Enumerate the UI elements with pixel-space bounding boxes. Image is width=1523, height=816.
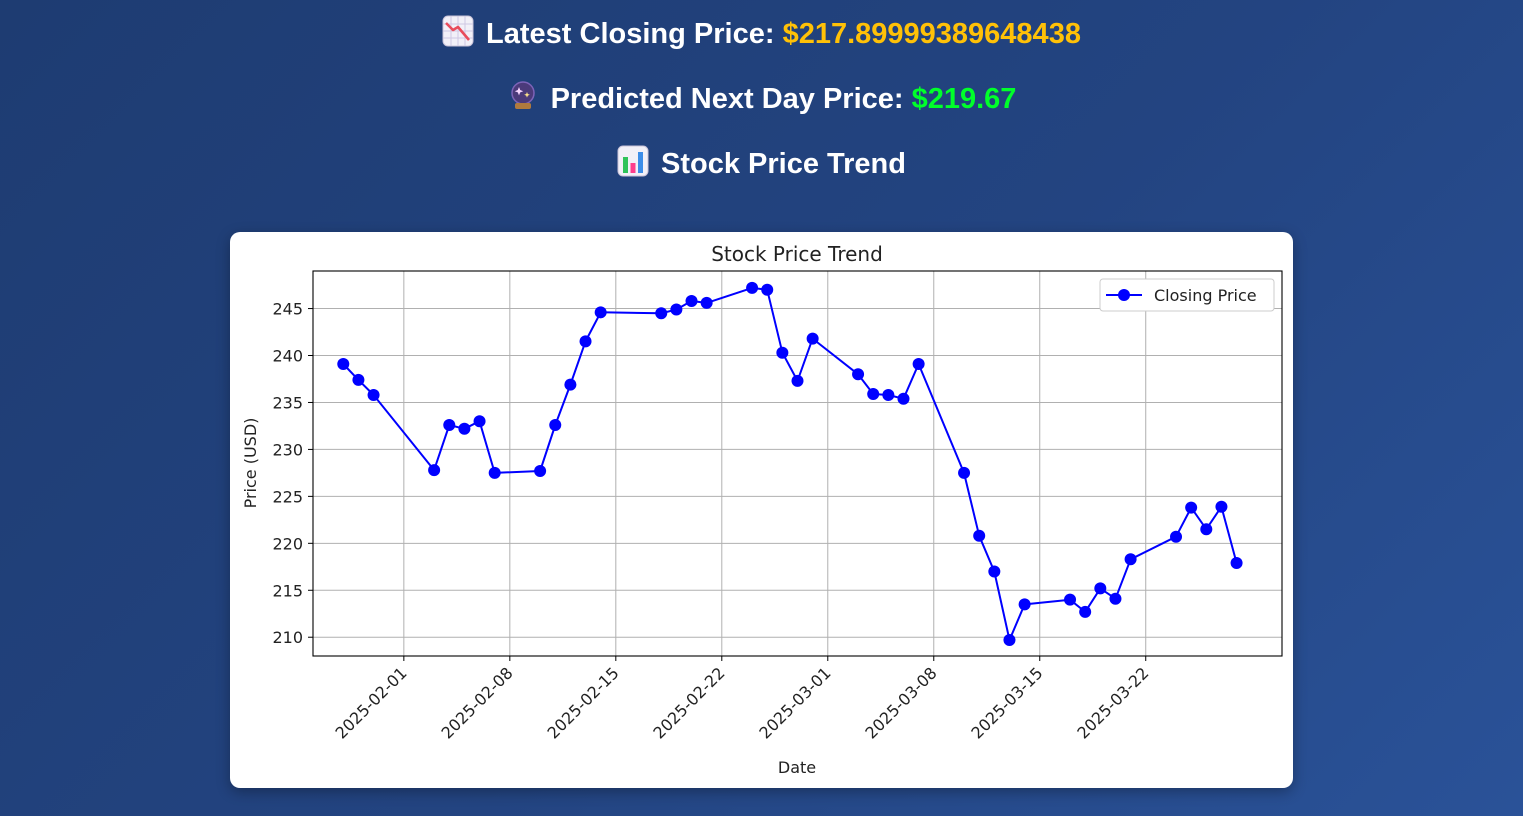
data-point	[867, 388, 880, 401]
x-tick-label: 2025-03-08	[861, 663, 940, 742]
data-point	[776, 346, 789, 359]
data-point	[791, 374, 804, 387]
data-point	[443, 419, 456, 431]
data-point	[1094, 582, 1107, 595]
data-point	[1230, 557, 1243, 570]
data-point	[958, 466, 971, 479]
latest-closing-label: Latest Closing Price:	[486, 18, 775, 50]
predicted-price-heading: Predicted Next Day Price: $219.67	[0, 80, 1523, 120]
data-point	[1200, 523, 1213, 536]
data-point	[1003, 634, 1016, 647]
data-point	[1185, 501, 1198, 514]
chart-decreasing-icon	[442, 15, 474, 55]
data-point	[367, 388, 380, 401]
data-point	[655, 307, 668, 320]
data-point	[1018, 598, 1031, 611]
y-tick-label: 240	[272, 347, 303, 366]
axis-ticks: 210 215 220 225 230 235 240 245 2025-02-01 2025-0…	[272, 300, 1152, 743]
data-point	[806, 332, 819, 345]
predicted-label: Predicted Next Day Price:	[550, 83, 904, 115]
data-point	[700, 296, 713, 309]
x-tick-label: 2025-02-01	[331, 663, 410, 742]
legend: Closing Price	[1099, 278, 1275, 312]
y-tick-label: 225	[272, 487, 303, 506]
trend-heading: Stock Price Trend	[0, 145, 1523, 185]
data-point	[685, 295, 698, 308]
y-tick-label: 230	[272, 440, 303, 459]
series-closing-price	[337, 281, 1243, 647]
trend-title: Stock Price Trend	[661, 148, 906, 180]
grid-lines	[313, 271, 1282, 656]
data-point	[670, 303, 683, 316]
x-tick-label: 2025-03-22	[1073, 663, 1152, 742]
data-point	[564, 378, 577, 391]
data-point	[912, 357, 925, 370]
y-tick-label: 220	[272, 534, 303, 553]
crystal-ball-icon	[507, 80, 539, 120]
data-point	[973, 529, 986, 542]
chart-title: Stock Price Trend	[711, 242, 883, 266]
x-tick-label: 2025-03-01	[755, 663, 834, 742]
data-point	[594, 306, 607, 319]
y-tick-label: 245	[272, 300, 303, 319]
stock-price-chart: 210 215 220 225 230 235 240 245 2025-02-01 2025-0…	[241, 242, 1283, 777]
data-point	[852, 368, 865, 381]
legend-box	[1099, 278, 1275, 312]
data-point	[746, 281, 759, 294]
data-point	[549, 419, 562, 431]
data-point	[352, 373, 365, 386]
data-point	[458, 422, 471, 435]
data-point	[897, 392, 910, 405]
x-tick-label: 2025-02-22	[649, 663, 728, 742]
x-tick-label: 2025-03-15	[967, 663, 1046, 742]
data-point	[1064, 593, 1077, 606]
bar-chart-icon	[617, 145, 649, 185]
data-point	[1215, 500, 1228, 513]
y-tick-label: 210	[272, 628, 303, 647]
predicted-value: $219.67	[911, 83, 1017, 115]
latest-closing-price-heading: Latest Closing Price: $217.8999938964843…	[0, 15, 1523, 55]
x-tick-label: 2025-02-08	[437, 663, 516, 742]
data-point	[337, 357, 350, 370]
data-point	[882, 388, 895, 401]
data-point	[534, 465, 547, 478]
data-point	[473, 415, 486, 428]
x-axis-label: Date	[778, 758, 816, 777]
data-point	[1170, 530, 1183, 543]
data-point	[1079, 605, 1092, 618]
data-point	[579, 335, 592, 348]
y-tick-label: 235	[272, 393, 303, 412]
legend-marker	[1118, 289, 1130, 301]
x-tick-label: 2025-02-15	[543, 663, 622, 742]
data-point	[1109, 592, 1122, 605]
y-axis-label: Price (USD)	[241, 418, 260, 509]
data-point	[761, 283, 774, 296]
y-tick-label: 215	[272, 581, 303, 600]
data-point	[1124, 553, 1137, 566]
data-point	[488, 466, 501, 479]
data-point	[988, 565, 1001, 578]
plot-frame	[312, 270, 1283, 657]
latest-closing-value: $217.89999389648438	[782, 18, 1081, 50]
legend-label: Closing Price	[1154, 286, 1257, 305]
data-point	[428, 464, 441, 477]
chart-card: 210 215 220 225 230 235 240 245 2025-02-01 2025-0…	[230, 232, 1293, 788]
